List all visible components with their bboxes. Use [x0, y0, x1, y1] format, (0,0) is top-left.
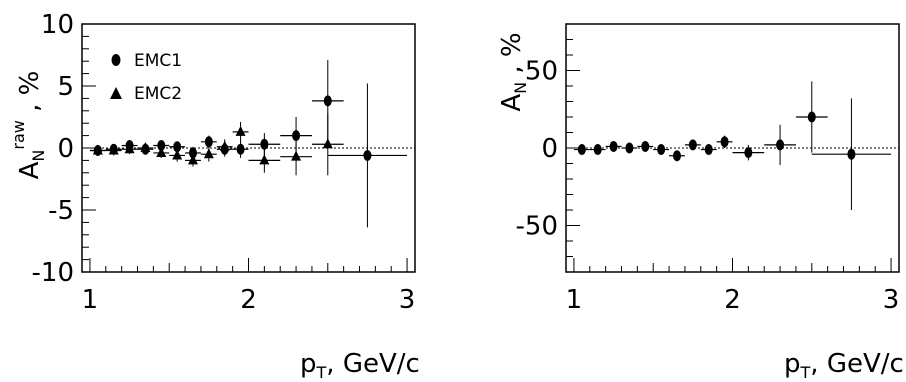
y-tick-label: 0: [541, 134, 558, 164]
y-label-main: A: [497, 94, 527, 112]
data-point-triangle: [124, 143, 135, 154]
y-label-main: A: [15, 161, 45, 179]
data-point-triangle: [92, 144, 103, 155]
data-point-circle: [189, 147, 197, 159]
x-axis-label: pT, GeV/c: [784, 349, 904, 382]
data-point-triangle: [259, 154, 270, 165]
y-label-sup: raw: [9, 120, 28, 149]
data-point-circle: [807, 111, 816, 123]
data-point-triangle: [235, 125, 246, 136]
data-point-circle: [720, 136, 729, 148]
data-point-circle: [260, 138, 269, 150]
tick-marks: [82, 23, 408, 273]
y-axis-label: ANraw , %: [9, 71, 48, 180]
data-point-circle: [173, 141, 182, 153]
x-tick-label: 1: [566, 285, 583, 315]
data-point-circle: [236, 143, 245, 155]
y-axis-label: AN , %: [497, 32, 530, 111]
y-tick-label: 50: [525, 57, 558, 87]
tick-marks: [566, 23, 892, 273]
data-point-circle: [847, 148, 856, 160]
data-point-circle: [157, 140, 166, 152]
y-label-unit: , %: [497, 32, 527, 82]
data-point-triangle: [291, 150, 302, 161]
panel-left: 1 2 3 -10 -5 0 5 10 EMC1 EMC2 ANraw , % pT, GeV…: [9, 10, 420, 382]
panel-right: 1 2 3 -50 0 50 AN , % pT, GeV/c: [497, 23, 904, 382]
y-tick-label: -5: [48, 196, 74, 226]
x-tick-label: 3: [399, 285, 416, 315]
data-point-circle: [323, 95, 332, 107]
data-point-circle: [363, 149, 372, 161]
data-point-circle: [776, 139, 785, 151]
y-label-sub: N: [29, 150, 48, 162]
x-tick-label: 2: [724, 285, 741, 315]
data-point-triangle: [140, 142, 151, 152]
data-point-triangle: [108, 144, 119, 155]
data-point-circle: [673, 150, 681, 162]
data-point-triangle: [156, 146, 167, 157]
y-label-sub: N: [511, 82, 530, 94]
data-point-triangle: [219, 140, 230, 151]
data-point-circle: [704, 144, 713, 156]
svg-text:AN , %: AN , %: [497, 32, 530, 111]
data-point-circle: [744, 147, 753, 159]
data-points: [573, 81, 892, 210]
x-tick-label: 2: [240, 285, 257, 315]
x-axis-label: pT, GeV/c: [300, 349, 420, 382]
data-point-circle: [641, 140, 650, 152]
data-point-triangle: [203, 148, 214, 159]
data-point-circle: [204, 136, 213, 148]
data-point-circle: [593, 144, 602, 156]
legend-marker-circle: [111, 54, 121, 66]
legend-label: EMC2: [134, 84, 182, 104]
data-point-triangle: [188, 154, 198, 165]
data-point-circle: [688, 139, 697, 151]
data-point-triangle: [322, 138, 333, 149]
data-point-circle: [609, 140, 618, 152]
y-tick-label: 10: [41, 10, 74, 40]
x-tick-label: 3: [883, 285, 900, 315]
y-tick-label: -50: [516, 212, 558, 242]
tick-labels: 1 2 3 -50 0 50: [516, 57, 900, 316]
y-label-unit: , %: [15, 71, 45, 121]
data-point-circle: [625, 142, 634, 154]
y-tick-label: -10: [32, 258, 74, 288]
data-point-circle: [577, 144, 586, 156]
y-tick-label: 5: [57, 72, 74, 102]
data-point-circle: [292, 130, 301, 142]
tick-labels: 1 2 3 -10 -5 0 5 10: [32, 10, 416, 315]
legend-label: EMC1: [134, 51, 182, 71]
data-points: [89, 59, 408, 228]
data-point-triangle: [172, 149, 183, 160]
legend-marker-triangle: [110, 87, 122, 99]
x-tick-label: 1: [82, 285, 99, 315]
data-point-circle: [657, 144, 666, 156]
svg-text:ANraw , %: ANraw , %: [9, 71, 48, 180]
legend: EMC1 EMC2: [110, 51, 182, 104]
y-tick-label: 0: [57, 134, 74, 164]
